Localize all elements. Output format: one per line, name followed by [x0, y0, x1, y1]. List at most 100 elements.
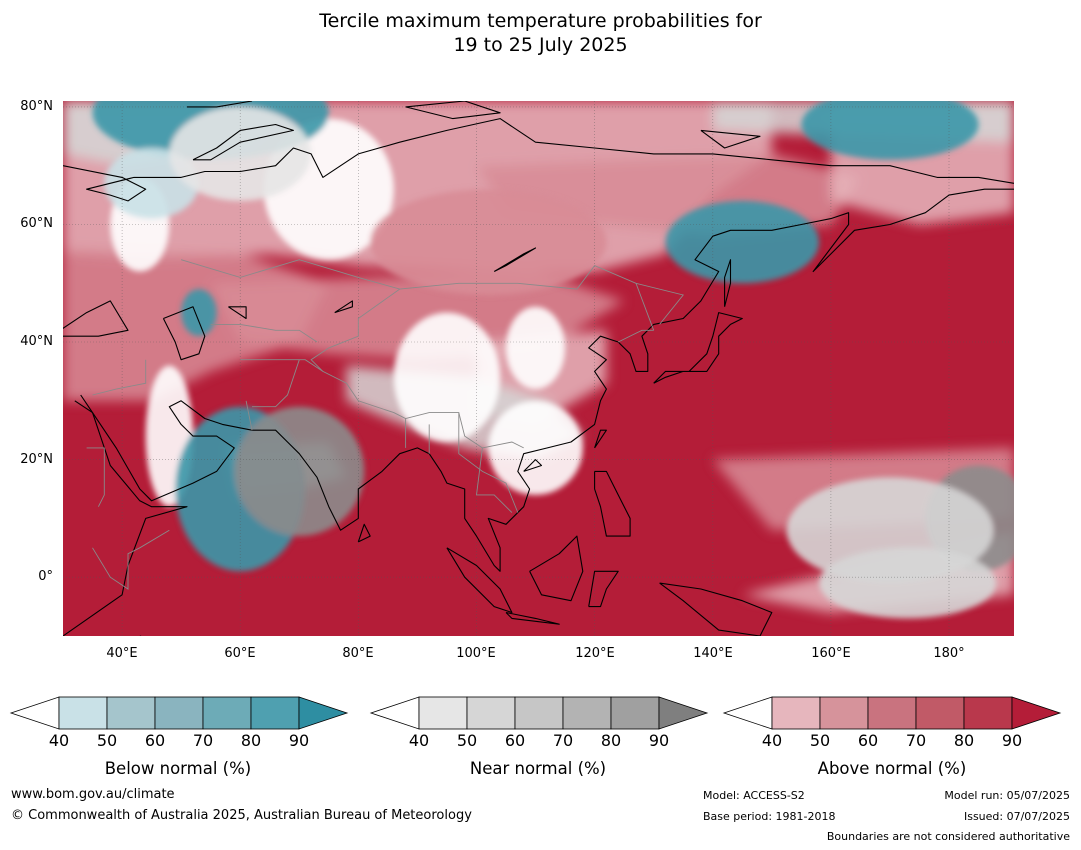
coastline-2 — [63, 118, 1014, 202]
lat-label-0: 80°N — [20, 99, 53, 114]
coastline-4 — [192, 123, 294, 161]
colorbar-above-segment-2 — [819, 696, 869, 730]
colorbar-above — [722, 696, 1062, 730]
colorbar-above-tick-0: 40 — [761, 731, 783, 750]
border-13 — [618, 329, 654, 343]
lat-label-2: 40°N — [20, 334, 53, 349]
colorbar-near-segment-4 — [562, 696, 612, 730]
lat-label-3: 20°N — [20, 452, 53, 467]
chart-title: Tercile maximum temperature probabilitie… — [0, 9, 1081, 57]
lon-label-6: 160°E — [811, 646, 851, 661]
colorbar-below-tick-4: 80 — [240, 731, 262, 750]
blob-arabian-dark — [234, 406, 365, 537]
below-normal-label: Below normal (%) — [104, 759, 252, 778]
colorbar-near-segment-2 — [466, 696, 516, 730]
coastline-3 — [187, 101, 253, 108]
blob-aral-teal — [181, 289, 217, 337]
coastline-17 — [357, 523, 371, 543]
lat-label-4: 0° — [38, 569, 53, 584]
coastline-0 — [63, 394, 188, 636]
colorbar-below-segment-2 — [106, 696, 156, 730]
coastline-19 — [162, 306, 206, 361]
website-link[interactable]: www.bom.gov.au/climate — [11, 787, 175, 802]
colorbar-near-tick-5: 90 — [648, 731, 670, 750]
colorbar-near-tick-1: 50 — [456, 731, 478, 750]
colorbar-below-tick-0: 40 — [48, 731, 70, 750]
colorbar-above-tick-3: 70 — [905, 731, 927, 750]
blob-siberia-mid — [370, 189, 607, 295]
gridlines — [63, 101, 1014, 636]
coastline-10 — [523, 459, 543, 472]
border-6 — [210, 323, 318, 343]
colorbar-below-segment-4 — [202, 696, 252, 730]
blob-southchina-white — [488, 400, 583, 495]
colorbar-below — [9, 696, 349, 730]
coastline-22 — [334, 300, 353, 314]
colorbar-above-tick-2: 60 — [857, 731, 879, 750]
blob-nchina-white — [506, 306, 565, 390]
border-0 — [180, 259, 684, 325]
boundaries-disclaimer: Boundaries are not considered authoritat… — [826, 830, 1070, 843]
blob-pacific-grey2 — [819, 547, 997, 619]
border-9 — [458, 412, 519, 513]
near-normal-label: Near normal (%) — [469, 759, 607, 778]
coastlines — [63, 101, 1014, 636]
colorbar-near-tick-0: 40 — [408, 731, 430, 750]
colorbar-above-max-arrow — [1011, 696, 1062, 730]
border-1 — [310, 288, 524, 449]
colorbar-near-max-arrow — [658, 696, 709, 730]
blob-arctic-lightgrey — [169, 106, 312, 201]
colorbar-below-max-arrow — [298, 696, 349, 730]
coastline-21 — [63, 300, 129, 337]
colorbar-above-min-arrow — [722, 696, 773, 730]
colorbar-above-segment-1 — [771, 696, 821, 730]
colorbar-near-segment-5 — [610, 696, 660, 730]
colorbar-near — [369, 696, 709, 730]
coastline-6 — [700, 129, 761, 149]
lon-label-0: 40°E — [106, 646, 138, 661]
blob-okhotsk-teal — [665, 200, 820, 284]
border-10 — [475, 447, 513, 513]
colorbar-near-segment-3 — [514, 696, 564, 730]
coastline-9 — [594, 429, 607, 449]
colorbar-below-min-arrow — [9, 696, 60, 730]
model-name: Model: ACCESS-S2 — [703, 789, 805, 802]
coastline-1 — [74, 188, 1014, 572]
lat-label-1: 60°N — [20, 216, 53, 231]
border-3 — [245, 400, 253, 431]
colorbar-below-tick-1: 50 — [96, 731, 118, 750]
colorbar-below-segment-3 — [154, 696, 204, 730]
border-14 — [635, 283, 655, 331]
above-normal-label: Above normal (%) — [817, 759, 967, 778]
colorbar-above-tick-1: 50 — [809, 731, 831, 750]
coastline-14 — [529, 535, 584, 602]
probability-detail — [92, 101, 1014, 619]
colorbar-near-segment-1 — [418, 696, 468, 730]
colorbar-above-tick-4: 80 — [953, 731, 975, 750]
colorbar-near-tick-3: 70 — [552, 731, 574, 750]
border-12 — [86, 447, 105, 507]
colorbar-below-segment-1 — [58, 696, 108, 730]
colorbars — [9, 696, 1062, 730]
coastline-12 — [446, 547, 513, 614]
colorbar-below-tick-3: 70 — [192, 731, 214, 750]
border-2 — [240, 359, 324, 372]
coastline-7 — [653, 312, 743, 384]
blob-eastsib-teal — [801, 101, 979, 160]
chart-title-line2: 19 to 25 July 2025 — [453, 34, 628, 56]
colorbar-below-tick-2: 60 — [144, 731, 166, 750]
lon-label-2: 80°E — [342, 646, 374, 661]
copyright-text: © Commonwealth of Australia 2025, Austra… — [11, 808, 472, 823]
colorbar-above-segment-4 — [915, 696, 965, 730]
border-11 — [92, 529, 170, 590]
colorbar-below-tick-5: 90 — [288, 731, 310, 750]
country-borders — [86, 259, 684, 590]
coastline-8 — [724, 259, 732, 307]
issued-date: Issued: 07/07/2025 — [963, 810, 1070, 823]
border-4 — [252, 359, 300, 408]
colorbar-below-segment-5 — [250, 696, 300, 730]
border-5 — [92, 359, 147, 396]
colorbar-above-tick-5: 90 — [1001, 731, 1023, 750]
coastline-23 — [493, 247, 537, 272]
